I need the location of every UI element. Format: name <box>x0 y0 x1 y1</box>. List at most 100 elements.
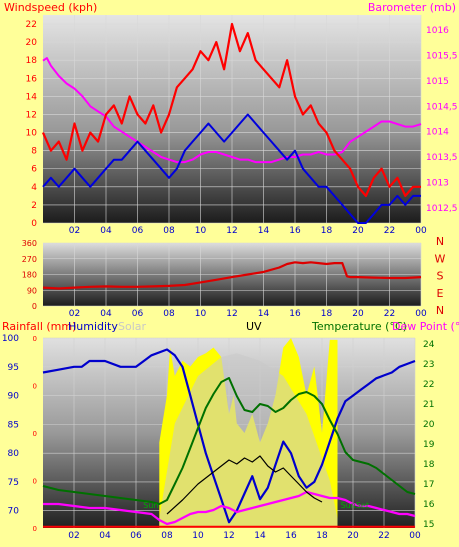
direction-x-tick-label: 08 <box>163 309 175 319</box>
wind-x-tick-label: 00 <box>415 226 427 236</box>
windspeed-tick-label: 20 <box>26 38 38 48</box>
wind-direction-series-line <box>42 261 422 290</box>
temperature-tick-label: 23 <box>423 360 434 370</box>
windspeed-tick-label: 22 <box>26 20 37 30</box>
temperature-tick-label: 18 <box>423 460 435 470</box>
windspeed-tick-label: 16 <box>26 74 38 84</box>
direction-x-tick-label: 14 <box>258 309 270 319</box>
direction-gridlines <box>43 242 422 307</box>
average-wind-series-line <box>42 113 421 224</box>
temperature-legend-label: Temperature (°C) <box>311 320 407 333</box>
humidity-series-line <box>42 348 416 524</box>
barometer-tick-label: 1016 <box>426 26 449 36</box>
direction-x-tick-label: 10 <box>195 309 207 319</box>
barometer-tick-label: 1014,5 <box>426 102 458 112</box>
wind-x-tick-label: 12 <box>226 226 237 236</box>
temperature-series-line <box>42 377 416 505</box>
temperature-tick-label: 19 <box>423 440 435 450</box>
windspeed-tick-label: 10 <box>26 129 38 139</box>
solar-theoretical-series-area <box>159 353 338 528</box>
humidity-tick-label: 70 <box>8 507 20 517</box>
wind-series-group <box>41 22 422 224</box>
gust-series-line <box>41 22 421 197</box>
compass-label: W <box>435 252 446 265</box>
dew-point-series-line <box>43 490 416 526</box>
wind-x-tick-label: 08 <box>163 226 175 236</box>
wind-x-tick-label: 20 <box>352 226 364 236</box>
windspeed-tick-label: 4 <box>31 183 37 193</box>
climate-tick-labels: 02 04 06 08 10 12 14 16 18 20 22 0 0 70 75 80 85 90 95 100 1… <box>2 334 435 541</box>
temperature-tick-label: 22 <box>423 380 434 390</box>
climate-x-tick-label: 20 <box>347 531 359 541</box>
climate-x-tick-label: 18 <box>316 531 328 541</box>
direction-x-tick-label: 02 <box>69 309 80 319</box>
direction-x-tick-label: 18 <box>321 309 333 319</box>
temperature-tick-label: 15 <box>423 520 434 530</box>
compass-label: S <box>437 270 444 283</box>
climate-x-tick-label: 06 <box>130 531 142 541</box>
barometer-tick-label: 1012,5 <box>426 204 458 214</box>
uv-series-line <box>166 455 323 515</box>
windspeed-tick-label: 0 <box>31 219 37 229</box>
wind-x-tick-label: 02 <box>69 226 80 236</box>
wind-x-tick-label: 18 <box>321 226 333 236</box>
sun-annotation: Sun <box>143 501 158 510</box>
direction-x-tick-label: 16 <box>289 309 301 319</box>
climate-x-tick-label: 04 <box>99 531 111 541</box>
uv-legend-label: UV <box>246 320 262 333</box>
direction-tick-label: 360 <box>22 239 37 248</box>
climate-x-tick-label: 12 <box>223 531 234 541</box>
direction-tick-label: 0 <box>32 302 37 311</box>
barometer-tick-label: 1013,5 <box>426 153 458 163</box>
windspeed-tick-label: 8 <box>31 147 37 157</box>
humidity-tick-label: 95 <box>8 363 19 373</box>
windspeed-tick-label: 18 <box>26 56 38 66</box>
wind-gridlines <box>43 15 422 224</box>
barometer-series-line <box>42 57 422 164</box>
barometer-tick-label: 1014 <box>426 128 449 138</box>
rainfall-tick-label: 0 <box>33 335 37 343</box>
direction-x-tick-label: 06 <box>132 309 144 319</box>
humidity-tick-label: 100 <box>2 334 19 344</box>
climate-x-tick-label: 10 <box>192 531 204 541</box>
compass-label: N <box>436 304 444 317</box>
temperature-tick-label: 16 <box>423 500 435 510</box>
windspeed-axis-title: Windspeed (kph) <box>4 1 97 14</box>
barometer-tick-label: 1013 <box>426 178 449 188</box>
compass-label: N <box>436 235 444 248</box>
direction-tick-label: 180 <box>22 271 37 280</box>
climate-x-tick-label: 16 <box>285 531 297 541</box>
barometer-tick-label: 1015 <box>426 77 449 87</box>
direction-x-tick-label: 22 <box>384 309 395 319</box>
rainfall-tick-label: 0 <box>33 383 37 391</box>
solar-legend-label: Solar <box>118 320 147 333</box>
windspeed-tick-label: 6 <box>31 165 37 175</box>
wind-x-tick-label: 06 <box>132 226 144 236</box>
direction-x-tick-label: 20 <box>352 309 364 319</box>
compass-label: E <box>437 287 444 300</box>
direction-x-tick-label: 12 <box>226 309 237 319</box>
climate-x-tick-label: 14 <box>254 531 266 541</box>
wind-x-tick-label: 14 <box>258 226 270 236</box>
temperature-tick-label: 21 <box>423 400 434 410</box>
rainfall-tick-label: 0 <box>33 478 37 486</box>
humidity-tick-label: 85 <box>8 420 19 430</box>
humidity-tick-label: 90 <box>8 392 20 402</box>
humidity-legend-label: Humidity <box>68 320 118 333</box>
direction-x-tick-label: 04 <box>100 309 112 319</box>
temperature-tick-label: 17 <box>423 480 434 490</box>
barometer-tick-label: 1015,5 <box>426 52 458 62</box>
wind-x-tick-label: 10 <box>195 226 207 236</box>
windspeed-tick-label: 14 <box>26 92 38 102</box>
temperature-tick-label: 20 <box>423 420 435 430</box>
climate-x-tick-label: 02 <box>68 531 79 541</box>
sunset-annotation: SunSet <box>341 501 369 510</box>
temperature-tick-label: 24 <box>423 340 435 350</box>
rainfall-tick-label: 0 <box>33 525 37 533</box>
climate-x-tick-label: 08 <box>161 531 173 541</box>
barometer-axis-title: Barometer (mb) <box>368 1 456 14</box>
humidity-tick-label: 75 <box>8 478 19 488</box>
humidity-tick-label: 80 <box>8 449 20 459</box>
climate-x-tick-label: 22 <box>378 531 389 541</box>
